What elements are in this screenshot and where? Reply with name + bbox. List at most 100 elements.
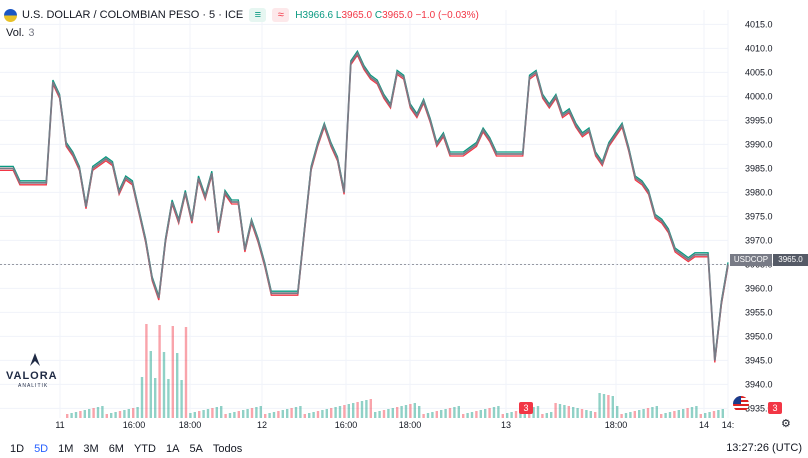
volume-bar (374, 412, 377, 418)
y-tick-label: 3985.0 (745, 163, 773, 173)
volume-bar (506, 413, 509, 418)
volume-bar (193, 412, 196, 418)
close-value: 3965.0 (382, 9, 413, 21)
volume-bar (519, 410, 522, 418)
volume-bar (171, 326, 174, 418)
volume-bar (158, 325, 161, 418)
volume-bar (717, 410, 720, 418)
sell-chip[interactable]: ≈ (272, 8, 290, 22)
volume-bar (629, 412, 632, 418)
volume-bar (624, 413, 628, 418)
volume-bar (220, 406, 223, 418)
volume-bar (545, 413, 548, 418)
volume-bar (198, 411, 201, 418)
y-tick-label: 3995.0 (745, 115, 773, 125)
timeframe-todos[interactable]: Todos (212, 443, 243, 455)
y-tick-label: 4005.0 (745, 67, 773, 77)
volume-value: 3 (28, 27, 35, 39)
volume-bar (88, 409, 91, 418)
chart-header: U.S. DOLLAR / COLOMBIAN PESO · 5 · ICE ≡… (4, 6, 479, 24)
volume-bar (83, 410, 86, 418)
volume-bar (409, 404, 412, 418)
timeframe-5d[interactable]: 5D (34, 443, 49, 455)
volume-bar (308, 413, 311, 418)
volume-bar (356, 402, 359, 418)
timeframe-1a[interactable]: 1A (165, 443, 180, 455)
event-badge[interactable]: 3 (519, 402, 533, 414)
volume-bar (567, 406, 570, 418)
settings-gear-icon[interactable]: ⚙ (781, 418, 791, 430)
volume-bar (479, 410, 482, 418)
y-tick-label: 3960.0 (745, 283, 773, 293)
volume-bar (594, 412, 597, 418)
volume-bar (202, 410, 205, 418)
volume-bar (602, 394, 606, 418)
volume-bar (378, 411, 381, 418)
volume-bar (290, 408, 293, 418)
y-tick-label: 3970.0 (745, 235, 773, 245)
y-tick-label: 4010.0 (745, 43, 773, 53)
us-event-flag-icon[interactable] (733, 396, 749, 412)
volume-bar (435, 411, 438, 418)
volume-bar (154, 378, 157, 418)
y-tick-label: 3945.0 (745, 355, 773, 365)
volume-bar (501, 414, 504, 418)
volume-bar (228, 413, 232, 418)
volume-bar (127, 409, 130, 418)
volume-bar (492, 407, 496, 418)
volume-bar (695, 406, 698, 418)
x-tick-label: 14: (722, 420, 735, 430)
volume-bar (470, 412, 474, 418)
volume-bar (475, 411, 478, 418)
volume-bar (321, 410, 324, 418)
volume-bar (673, 411, 676, 418)
y-tick-label: 3980.0 (745, 187, 773, 197)
volume-bar (382, 410, 386, 418)
volume-bar (189, 413, 192, 418)
volume-bar (281, 410, 284, 418)
x-tick-label: 12 (257, 420, 267, 430)
volume-bar (532, 407, 535, 418)
buy-chip[interactable]: ≡ (249, 8, 267, 22)
current-symbol-tag: USDCOP (730, 254, 772, 266)
timeframe-ytd[interactable]: YTD (133, 443, 156, 455)
timeframe-1d[interactable]: 1D (10, 443, 25, 455)
bottom-toolbar: 1D 5D 1M 3M 6M YTD 1A 5A Todos 13:27:26 … (0, 440, 808, 458)
volume-legend[interactable]: Vol. 3 (6, 27, 34, 39)
volume-bar (660, 414, 663, 418)
volume-bar (259, 406, 262, 418)
volume-bar (457, 406, 460, 418)
volume-bar (431, 412, 434, 418)
high-value: 3966.6 (302, 9, 334, 21)
volume-bar (664, 413, 667, 418)
event-count-badge[interactable]: 3 (768, 402, 782, 414)
volume-bar (400, 406, 403, 418)
y-tick-label: 4015.0 (745, 19, 773, 29)
high-label: H (295, 9, 303, 21)
utc-clock[interactable]: 13:27:26 (UTC) (726, 442, 802, 454)
x-tick-label: 16:00 (335, 420, 358, 430)
volume-bar (224, 414, 227, 418)
x-tick-label: 16:00 (123, 420, 146, 430)
timeframe-1m[interactable]: 1M (58, 443, 74, 455)
timeframe-5a[interactable]: 5A (189, 443, 203, 455)
volume-bar (550, 412, 553, 418)
volume-bar (299, 406, 302, 418)
valora-logo: VALORA ANALITIK (4, 350, 68, 390)
ohlc-values: H3966.6 L3965.0 C3965.0 −1.0 (−0.03%) (295, 10, 479, 21)
volume-bar (303, 414, 306, 418)
logo-text: VALORA (6, 370, 58, 382)
timeframe-6m[interactable]: 6M (108, 443, 124, 455)
symbol-title[interactable]: U.S. DOLLAR / COLOMBIAN PESO · 5 · ICE (22, 9, 244, 21)
volume-bar (448, 408, 452, 418)
y-tick-label: 3935.0 (745, 403, 773, 413)
volume-bar (484, 409, 487, 418)
volume-bar (118, 411, 122, 418)
timeframe-3m[interactable]: 3M (83, 443, 99, 455)
y-tick-label: 4000.0 (745, 91, 773, 101)
volume-bar (294, 407, 298, 418)
x-tick-label: 18:00 (605, 420, 628, 430)
volume-bar (101, 406, 104, 418)
